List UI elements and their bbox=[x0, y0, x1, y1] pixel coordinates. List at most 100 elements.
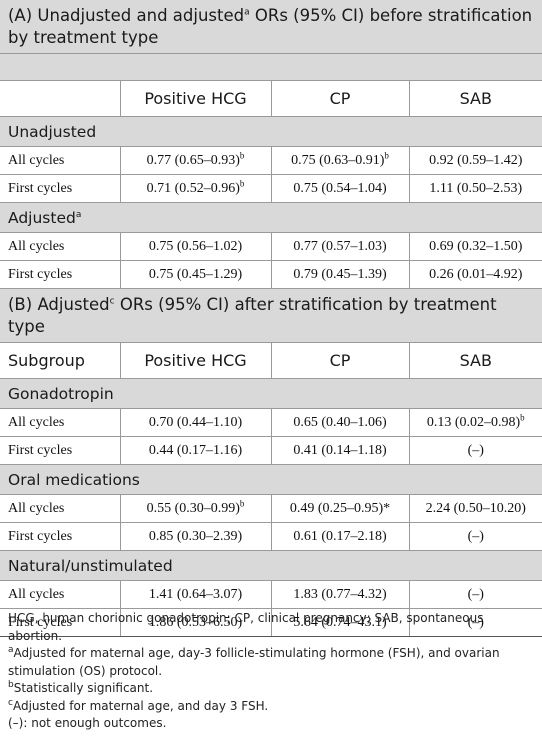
cell-value: 1.86 (0.53–6.50) bbox=[148, 614, 243, 630]
footnote-text: HCG, human chorionic gonadotropin; CP, c… bbox=[8, 611, 484, 643]
column-header: CP bbox=[270, 342, 409, 379]
table-cell: (–) bbox=[408, 522, 542, 551]
cell-value: 0.85 (0.30–2.39) bbox=[148, 528, 243, 544]
footnote-text: Adjusted for maternal age, and day 3 FSH… bbox=[12, 698, 269, 713]
table-cell: 0.44 (0.17–1.16) bbox=[119, 436, 271, 465]
cell-value: 0.79 (0.45–1.39) bbox=[293, 266, 387, 282]
table-cell: 0.77 (0.65–0.93)b bbox=[119, 146, 271, 175]
section-b-title-sup: c bbox=[109, 296, 115, 307]
results-table-container: (A) Unadjusted and adjusteda ORs (95% CI… bbox=[0, 0, 542, 637]
table-cell: 0.69 (0.32–1.50) bbox=[408, 232, 542, 261]
cell-value: 0.75 (0.56–1.02) bbox=[148, 238, 243, 254]
table-row: First cycles 0.44 (0.17–1.16) 0.41 (0.14–1… bbox=[0, 436, 542, 465]
column-header bbox=[0, 80, 120, 117]
cell-value: 0.69 (0.32–1.50) bbox=[429, 238, 523, 254]
cell-value: (–) bbox=[467, 442, 484, 458]
footnote-text: Adjusted for maternal age, day-3 follicl… bbox=[8, 646, 500, 678]
cell-value: 0.55 (0.30–0.99) bbox=[146, 500, 240, 516]
table-cell: 0.92 (0.59–1.42) bbox=[408, 146, 542, 175]
table-cell: 0.13 (0.02–0.98)b bbox=[408, 408, 542, 437]
table-cell: 0.79 (0.45–1.39) bbox=[270, 260, 409, 288]
footnote-text: Statistically significant. bbox=[13, 681, 154, 695]
cell-value: 0.75 (0.54–1.04) bbox=[293, 180, 387, 196]
cell-value: (–) bbox=[467, 614, 484, 630]
table-cell: 0.70 (0.44–1.10) bbox=[119, 408, 271, 437]
table-row: All cycles 0.55 (0.30–0.99)b 0.49 (0.25–0.… bbox=[0, 494, 542, 523]
table-b: Subgroup Positive HCG CP SAB Gonadotropin All… bbox=[0, 342, 542, 636]
table-cell: (–) bbox=[408, 608, 542, 636]
cell-value: 0.75 (0.45–1.29) bbox=[148, 266, 243, 282]
footnote: (–): not enough outcomes. bbox=[8, 715, 538, 733]
group-label-text: Unadjusted bbox=[8, 122, 97, 141]
table-row: All cycles 1.41 (0.64–3.07) 1.83 (0.77–4.3… bbox=[0, 580, 542, 609]
row-label: First cycles bbox=[0, 260, 120, 288]
cell-value: 0.92 (0.59–1.42) bbox=[429, 152, 523, 168]
table-row: First cycles 0.71 (0.52–0.96)b 0.75 (0.54–… bbox=[0, 174, 542, 203]
column-header: SAB bbox=[408, 342, 542, 379]
cell-value: 0.41 (0.14–1.18) bbox=[293, 442, 387, 458]
row-label: All cycles bbox=[0, 232, 120, 261]
cell-value: 0.77 (0.65–0.93) bbox=[146, 152, 240, 168]
cell-sup: b bbox=[239, 149, 245, 160]
footnote: HCG, human chorionic gonadotropin; CP, c… bbox=[8, 610, 538, 645]
footnote: cAdjusted for maternal age, and day 3 FS… bbox=[8, 698, 538, 716]
cell-value: 1.83 (0.77–4.32) bbox=[293, 586, 387, 602]
group-label-text: Adjusted bbox=[8, 208, 76, 227]
section-a-title-text-2: ORs (95% CI) before stratification by tr… bbox=[8, 6, 533, 47]
group-row: Natural/unstimulated bbox=[0, 550, 542, 581]
cell-value: (–) bbox=[467, 586, 484, 602]
column-header-row: Positive HCG CP SAB bbox=[0, 80, 542, 117]
group-label: Natural/unstimulated bbox=[0, 550, 542, 581]
cell-value: 2.24 (0.50–10.20) bbox=[425, 500, 526, 516]
group-label: Gonadotropin bbox=[0, 378, 542, 409]
cell-sup: b bbox=[384, 149, 389, 160]
cell-value: 1.41 (0.64–3.07) bbox=[148, 586, 243, 602]
table-row: First cycles 0.75 (0.45–1.29) 0.79 (0.45–1… bbox=[0, 260, 542, 288]
group-row: Gonadotropin bbox=[0, 378, 542, 409]
table-row: All cycles 0.70 (0.44–1.10) 0.65 (0.40–1.0… bbox=[0, 408, 542, 437]
cell-value: 0.77 (0.57–1.03) bbox=[293, 238, 387, 254]
row-label: First cycles bbox=[0, 436, 120, 465]
group-label: Oral medications bbox=[0, 464, 542, 495]
column-header: Subgroup bbox=[0, 342, 120, 379]
row-label: All cycles bbox=[0, 146, 120, 175]
cell-value: 0.49 (0.25–0.95)* bbox=[289, 500, 391, 516]
footnote-text: (–): not enough outcomes. bbox=[8, 716, 167, 730]
row-label: First cycles bbox=[0, 608, 120, 636]
column-header: CP bbox=[270, 80, 409, 117]
cell-sup: b bbox=[239, 497, 245, 508]
group-label-text: Oral medications bbox=[8, 470, 140, 489]
cell-value: 5.64 (0.74–43.1) bbox=[293, 614, 387, 630]
group-label-text: Natural/unstimulated bbox=[8, 556, 173, 575]
table-cell: 1.86 (0.53–6.50) bbox=[119, 608, 271, 636]
column-header-row: Subgroup Positive HCG CP SAB bbox=[0, 342, 542, 379]
table-cell: 0.61 (0.17–2.18) bbox=[270, 522, 409, 551]
row-label: All cycles bbox=[0, 580, 120, 609]
footnotes: HCG, human chorionic gonadotropin; CP, c… bbox=[0, 610, 538, 733]
table-cell: 0.85 (0.30–2.39) bbox=[119, 522, 271, 551]
footnote: bStatistically significant. bbox=[8, 680, 538, 698]
table-cell: 0.26 (0.01–4.92) bbox=[408, 260, 542, 288]
footnote: aAdjusted for maternal age, day-3 follic… bbox=[8, 645, 538, 680]
table-cell: 1.83 (0.77–4.32) bbox=[270, 580, 409, 609]
table-cell: 1.41 (0.64–3.07) bbox=[119, 580, 271, 609]
table-a: Positive HCG CP SAB Unadjusted All cycles 0.7… bbox=[0, 80, 542, 288]
table-cell: 0.75 (0.56–1.02) bbox=[119, 232, 271, 261]
section-b-title: (B) Adjustedc ORs (95% CI) after stratif… bbox=[0, 288, 542, 342]
footnote-sup: c bbox=[8, 697, 13, 708]
row-label: First cycles bbox=[0, 174, 120, 203]
table-cell: (–) bbox=[408, 436, 542, 465]
cell-value: 0.71 (0.52–0.96) bbox=[146, 180, 240, 196]
section-b-title-text-2: ORs (95% CI) after stratification by tre… bbox=[8, 295, 497, 336]
row-label: All cycles bbox=[0, 408, 120, 437]
cell-value: 0.70 (0.44–1.10) bbox=[148, 414, 243, 430]
table-row: First cycles 1.86 (0.53–6.50) 5.64 (0.74–4… bbox=[0, 608, 542, 636]
section-a-title: (A) Unadjusted and adjusteda ORs (95% CI… bbox=[0, 0, 542, 53]
group-label: Adjusteda bbox=[0, 202, 542, 233]
footnote-sup: b bbox=[8, 680, 14, 690]
table-cell: 0.65 (0.40–1.06) bbox=[270, 408, 409, 437]
row-label: First cycles bbox=[0, 522, 120, 551]
table-cell: 0.49 (0.25–0.95)* bbox=[270, 494, 409, 523]
group-label: Unadjusted bbox=[0, 116, 542, 147]
cell-value: 0.61 (0.17–2.18) bbox=[293, 528, 387, 544]
